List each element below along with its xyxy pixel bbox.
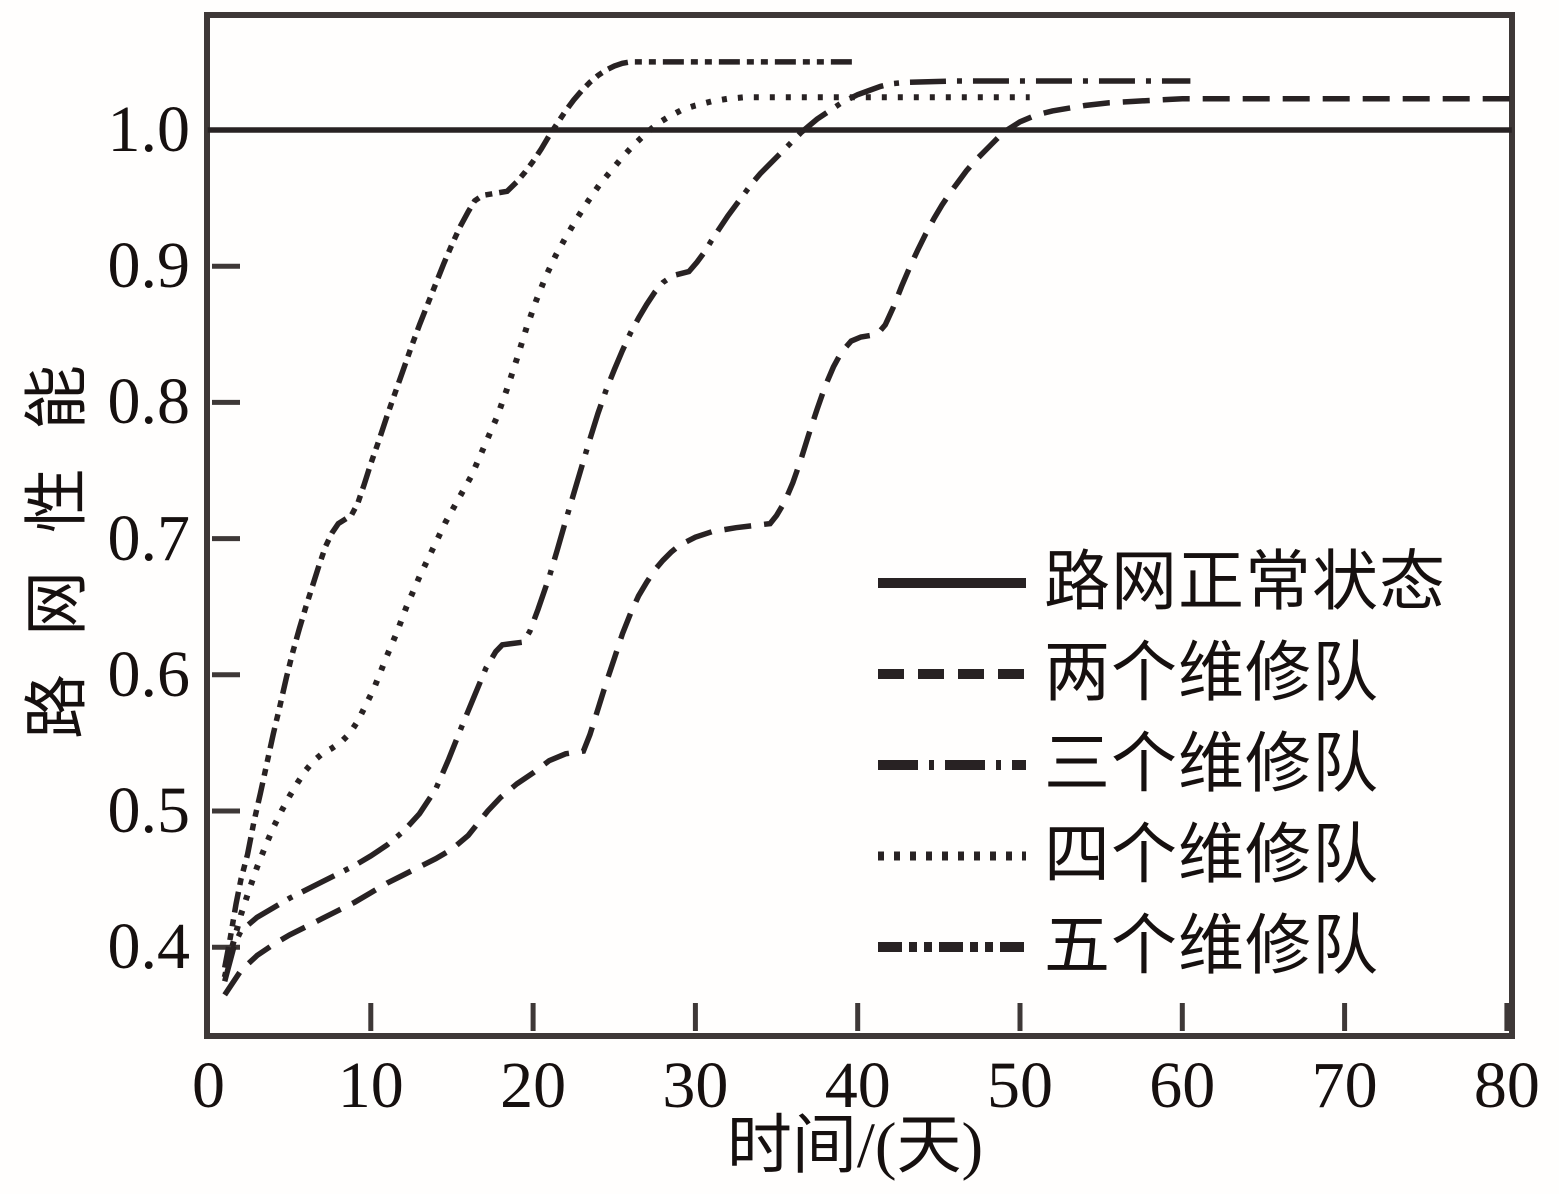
x-tick-label-80: 80 <box>1473 1049 1540 1122</box>
legend-row-five-teams: 五个维修队 <box>876 905 1379 989</box>
x-axis-title: 时间/(天) <box>726 1110 984 1182</box>
legend-label-three-teams: 三个维修队 <box>1044 728 1379 801</box>
x-tick-label-20: 20 <box>500 1049 567 1122</box>
x-tick-label-50: 50 <box>987 1049 1053 1122</box>
y-tick-label-0.7: 0.7 <box>107 501 191 575</box>
legend-label-normal-state: 路网正常状态 <box>1044 546 1446 619</box>
x-tick-label-0: 0 <box>192 1049 225 1122</box>
y-tick-label-1.0: 1.0 <box>107 93 191 166</box>
legend-row-four-teams: 四个维修队 <box>876 814 1379 898</box>
y-tick-label-0.8: 0.8 <box>107 365 191 439</box>
y-tick-label-0.6: 0.6 <box>107 637 191 711</box>
legend-row-two-teams: 两个维修队 <box>876 632 1379 716</box>
x-tick-label-70: 70 <box>1311 1049 1378 1122</box>
legend-swatch-normal-state-line-icon <box>878 578 1026 588</box>
x-tick-label-10: 10 <box>337 1049 404 1122</box>
y-axis-ticks <box>212 263 240 950</box>
series-lines <box>207 59 1512 997</box>
x-axis-ticks <box>368 1003 1510 1031</box>
series-path-five-teams <box>221 59 858 969</box>
series-path-two-teams <box>222 95 1512 997</box>
legend-label-two-teams: 两个维修队 <box>1044 637 1379 710</box>
legend-row-normal-state: 路网正常状态 <box>876 541 1446 625</box>
x-tick-label-40: 40 <box>824 1049 891 1122</box>
legend-label-five-teams: 五个维修队 <box>1044 910 1379 983</box>
y-tick-label-0.9: 0.9 <box>107 229 191 303</box>
y-tick-label-0.5: 0.5 <box>107 774 191 847</box>
y-axis-title: 路网性能 <box>22 327 94 740</box>
legend-swatch-three-teams-line-icon <box>878 760 1026 770</box>
y-tick-label-0.4: 0.4 <box>107 910 191 984</box>
plot-border <box>204 12 1515 1039</box>
legend-swatch-four-teams-line-icon <box>878 851 1026 861</box>
x-tick-label-30: 30 <box>662 1049 729 1122</box>
legend-row-three-teams: 三个维修队 <box>876 723 1379 807</box>
legend-label-four-teams: 四个维修队 <box>1044 819 1379 892</box>
legend-swatch-five-teams-line-icon <box>878 942 1026 952</box>
legend-swatch-two-teams-line-icon <box>878 669 1026 679</box>
x-tick-label-60: 60 <box>1149 1049 1216 1122</box>
